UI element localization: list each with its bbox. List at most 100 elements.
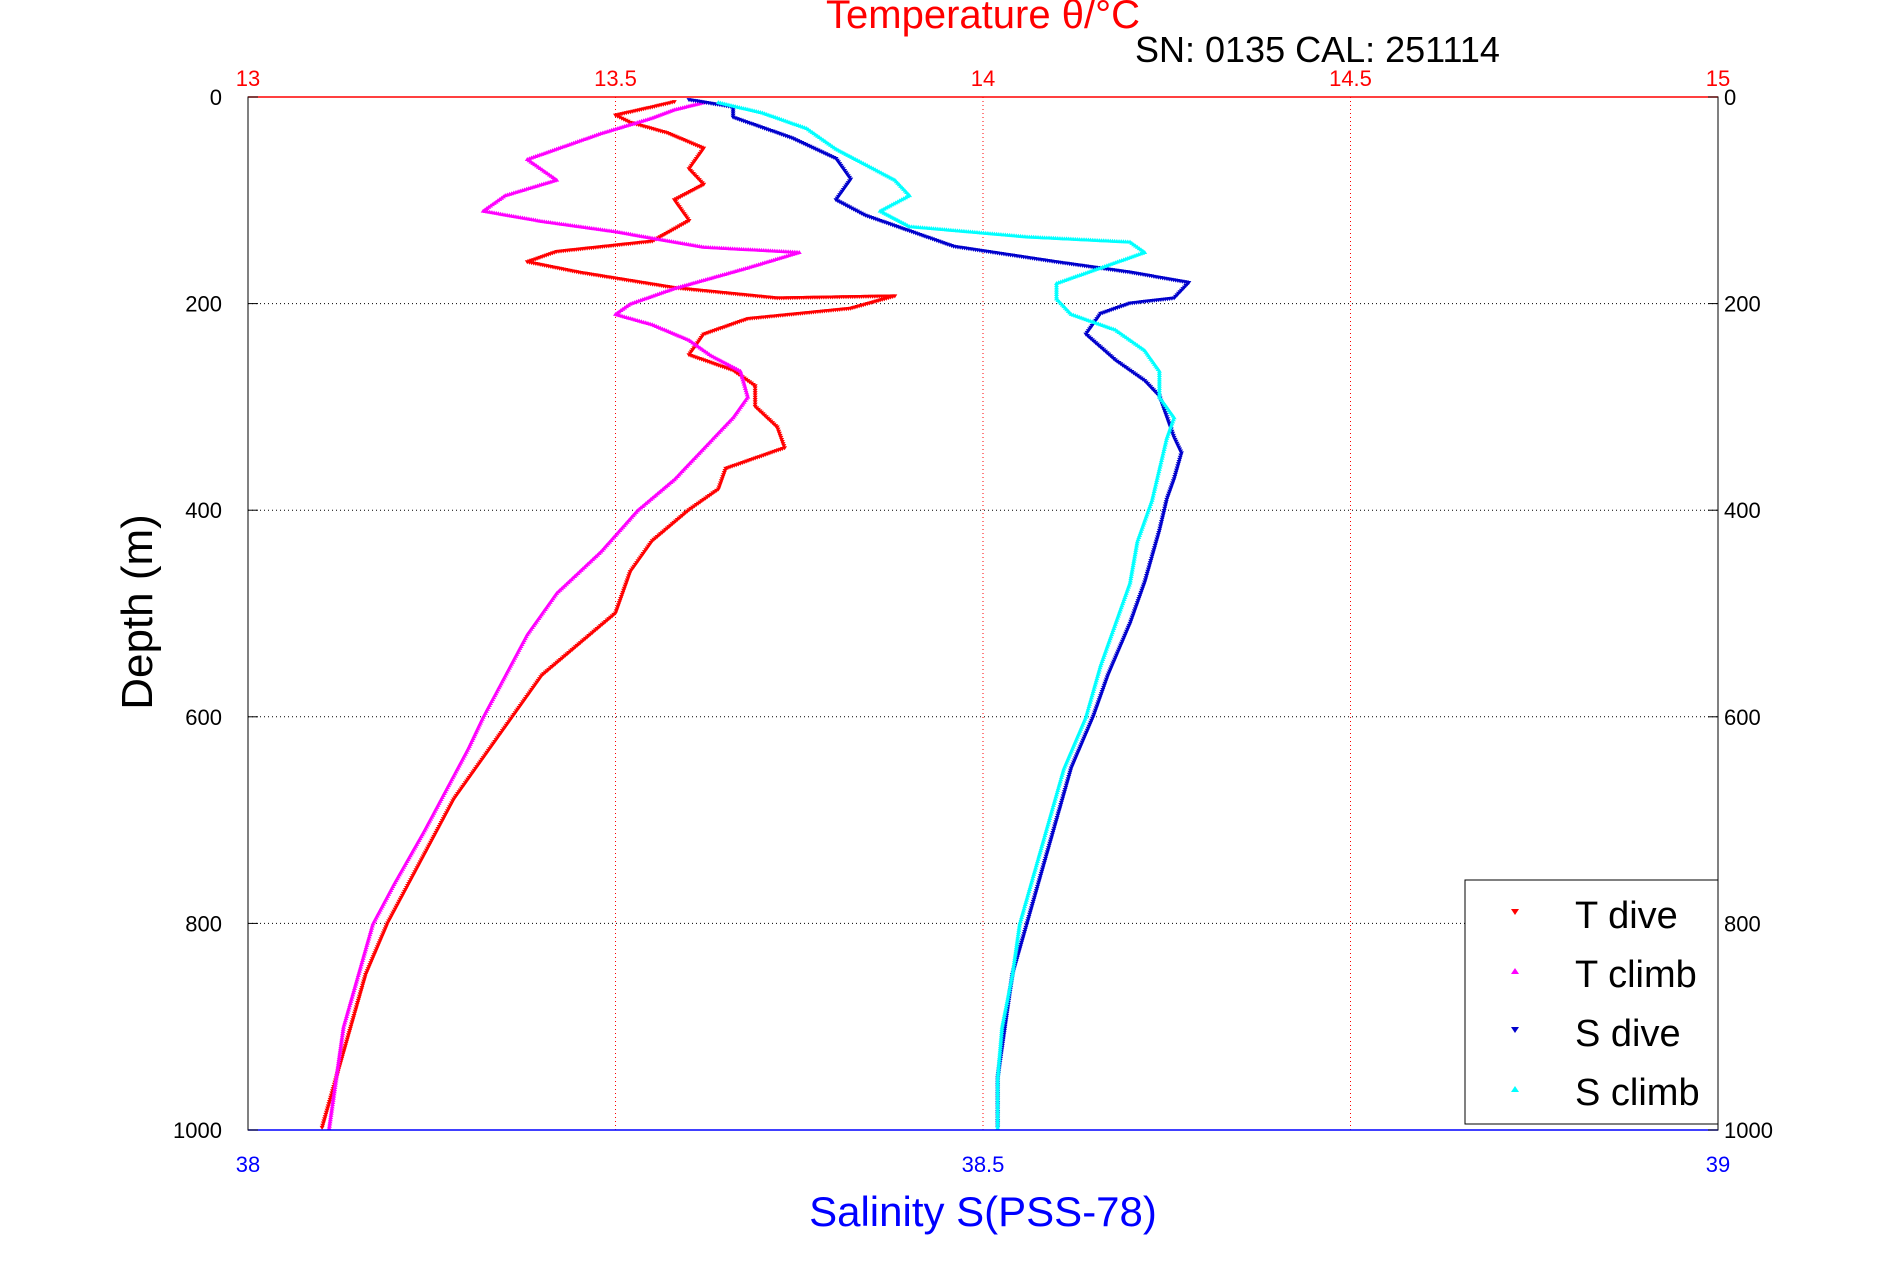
data-point [995,1076,1001,1081]
data-point [321,1119,327,1124]
axis-ticks: 13 13.5 14 14.5 15 38 38.5 39 0 0 200 200 400 400 600 6… [173,66,1773,1177]
data-point [1045,822,1051,827]
data-point [995,1107,1001,1112]
depth-tick-label-left: 0 [210,85,222,110]
data-point [1164,435,1170,440]
data-point [997,1050,1003,1055]
data-point [365,938,371,943]
depth-tick-label-right: 1000 [1724,1118,1773,1143]
data-point [358,964,364,969]
data-point [325,1106,331,1111]
data-point [775,427,781,432]
salinity-tick-label: 39 [1706,1152,1730,1177]
data-point [1088,697,1094,702]
data-point [1134,603,1140,608]
data-point [995,1112,1001,1117]
data-point [1006,992,1012,997]
data-point [1148,558,1154,563]
data-point [752,386,758,391]
depth-tick-label-left: 1000 [173,1118,222,1143]
data-point [1103,677,1109,682]
data-point [1035,856,1041,861]
data-point [1066,775,1072,780]
data-point [1013,945,1019,950]
data-point [323,1110,329,1115]
data-point [995,1110,1001,1115]
data-point [995,1083,1001,1088]
data-point [997,1052,1003,1057]
data-point [1042,833,1048,838]
data-point [1133,547,1139,552]
data-point [326,1123,332,1128]
data-point [996,1065,1002,1070]
data-point [1034,886,1040,891]
data-point [1052,822,1058,827]
data-point [1052,796,1058,801]
data-point [359,960,365,965]
data-point [350,992,356,997]
data-point [1129,615,1135,620]
data-point [349,996,355,1001]
data-point [1150,552,1156,557]
data-point [1047,815,1053,820]
data-point [995,1096,1001,1101]
data-point [1032,867,1038,872]
data-point [685,191,691,196]
data-point [344,1039,350,1044]
data-point [340,1031,346,1036]
data-point [1174,466,1180,471]
data-point [1159,520,1164,525]
data-point [1049,833,1055,838]
data-point [342,1046,348,1051]
data-point [345,1009,351,1014]
data-point [1055,811,1061,816]
data-point [1028,882,1034,887]
data-point [1066,772,1072,777]
data-point [1084,710,1090,715]
data-point [1037,876,1043,881]
data-point [344,1011,350,1016]
data-point [677,195,683,200]
data-point [1087,699,1093,704]
data-point [1027,910,1033,915]
data-point [1016,923,1022,928]
data-point [341,1022,347,1027]
data-point [1160,453,1166,458]
data-point [1157,462,1163,467]
data-point [671,227,677,232]
data-point [679,194,685,199]
data-point [1009,973,1015,978]
data-point [1027,912,1033,917]
data-point [339,1037,345,1042]
data-point [348,998,354,1003]
data-point [1156,368,1162,373]
data-point [1044,824,1050,829]
data-point [997,1048,1003,1053]
data-point [1015,936,1021,941]
data-point [1160,451,1166,456]
data-point [1173,470,1179,475]
data-point [847,205,853,210]
data-point [364,940,370,945]
data-point [1128,576,1134,581]
data-point [1042,856,1048,861]
data-point [355,973,361,978]
data-point [345,1035,351,1040]
data-point [626,574,632,579]
data-point [1101,683,1107,688]
data-point [1008,979,1014,984]
data-point [1054,287,1059,292]
data-point [1046,846,1052,851]
data-point [338,1039,344,1044]
data-point [617,115,623,120]
data-point [777,433,783,438]
data-point [1156,388,1162,393]
data-point [857,210,863,215]
data-point [341,1048,347,1053]
data-point [1054,289,1059,294]
data-point [333,1080,339,1085]
data-point [1007,985,1013,990]
data-point [352,1011,358,1016]
data-point [837,200,843,205]
data-point [363,947,369,952]
